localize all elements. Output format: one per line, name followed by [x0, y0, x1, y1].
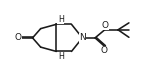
Text: O: O	[15, 33, 22, 42]
Text: N: N	[79, 33, 86, 42]
Text: H: H	[58, 52, 64, 61]
Text: H: H	[58, 15, 64, 24]
Text: O: O	[101, 20, 108, 29]
Text: O: O	[101, 46, 108, 55]
